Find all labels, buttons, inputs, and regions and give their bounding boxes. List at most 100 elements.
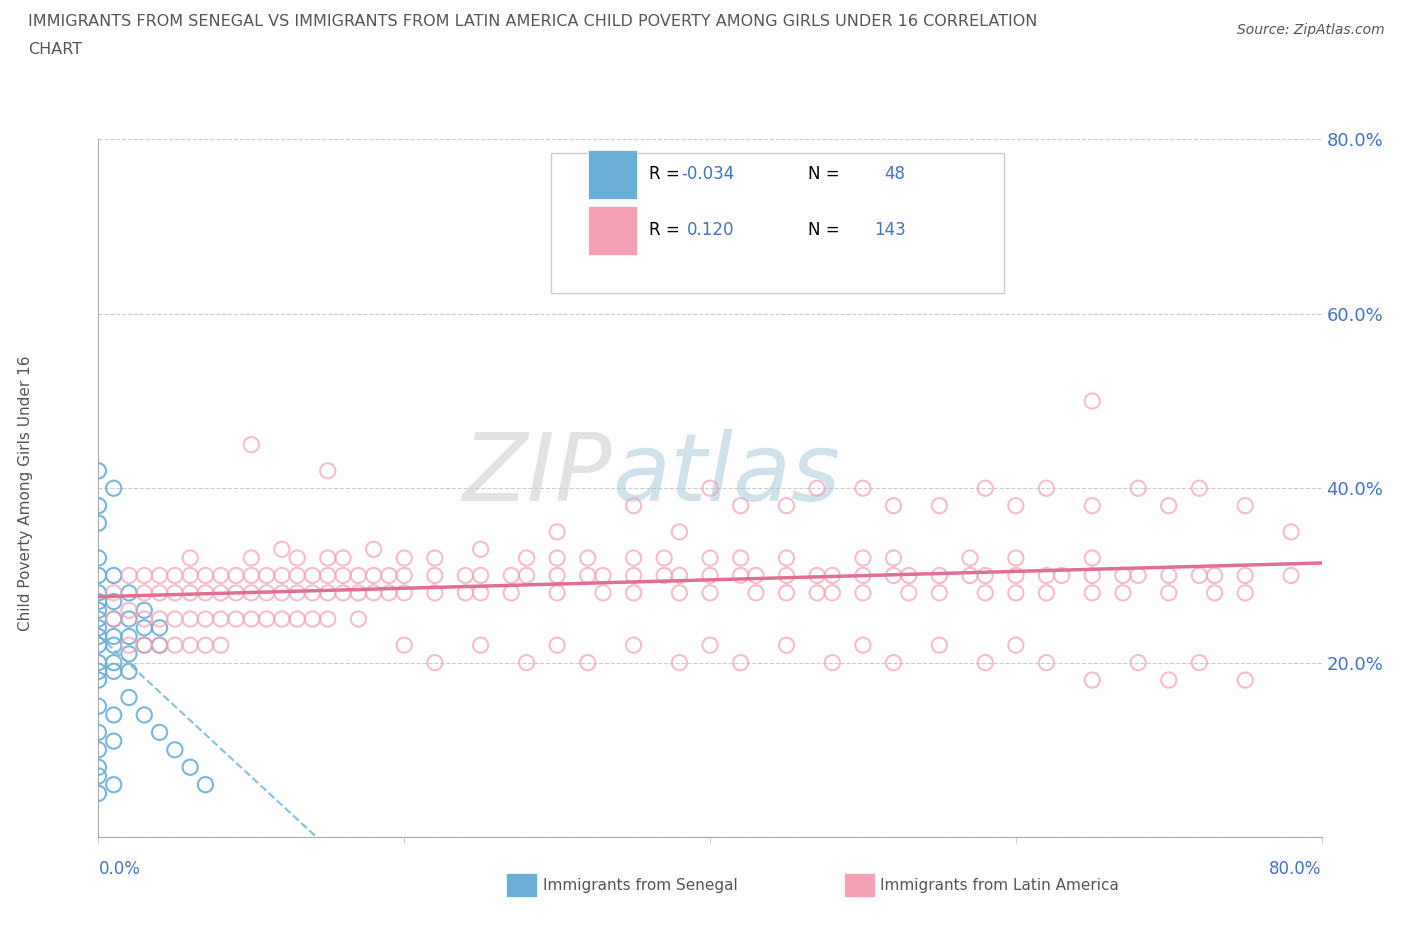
Point [87, 742, 110, 757]
Point [209, 612, 232, 627]
Point [775, 638, 797, 653]
Point [576, 551, 599, 565]
Point [392, 586, 416, 601]
Point [316, 568, 339, 583]
Point [1157, 568, 1180, 583]
Point [87, 551, 110, 565]
Point [668, 525, 690, 539]
Text: Immigrants from Senegal: Immigrants from Senegal [543, 878, 738, 893]
Text: ZIP: ZIP [463, 429, 612, 520]
Point [103, 612, 125, 627]
Point [332, 551, 354, 565]
Point [1035, 586, 1057, 601]
Point [87, 568, 110, 583]
Point [118, 612, 141, 627]
Point [134, 603, 156, 618]
Point [118, 638, 141, 653]
Point [1112, 586, 1135, 601]
Point [1050, 568, 1073, 583]
Point [423, 655, 446, 670]
Point [332, 568, 354, 583]
Point [270, 542, 292, 557]
Point [423, 568, 446, 583]
Point [1279, 525, 1302, 539]
Point [806, 586, 828, 601]
Point [256, 612, 278, 627]
Point [1004, 551, 1026, 565]
Point [883, 498, 905, 513]
Point [163, 638, 186, 653]
Point [806, 568, 828, 583]
Text: N =: N = [808, 166, 839, 183]
Text: 80.0%: 80.0% [1270, 860, 1322, 878]
Point [103, 664, 125, 679]
Point [668, 655, 690, 670]
Point [378, 568, 401, 583]
Point [87, 586, 110, 601]
Point [87, 664, 110, 679]
Point [134, 638, 156, 653]
Point [87, 655, 110, 670]
Text: R =: R = [648, 166, 679, 183]
Point [256, 586, 278, 601]
Point [1234, 586, 1257, 601]
Point [821, 586, 844, 601]
Point [332, 586, 354, 601]
Point [501, 568, 523, 583]
Point [194, 568, 217, 583]
Point [149, 586, 172, 601]
Point [225, 586, 247, 601]
Point [730, 655, 752, 670]
Point [423, 586, 446, 601]
Point [347, 586, 370, 601]
Point [592, 568, 614, 583]
Point [1234, 672, 1257, 687]
Point [87, 620, 110, 635]
Point [179, 638, 201, 653]
Point [134, 586, 156, 601]
Point [225, 568, 247, 583]
Point [470, 568, 492, 583]
Point [1081, 568, 1104, 583]
Text: Immigrants from Latin America: Immigrants from Latin America [880, 878, 1119, 893]
Point [1081, 551, 1104, 565]
Point [392, 568, 416, 583]
Point [103, 777, 125, 792]
Point [378, 586, 401, 601]
Point [118, 664, 141, 679]
Point [546, 568, 568, 583]
Point [1188, 481, 1211, 496]
Point [87, 498, 110, 513]
Point [699, 568, 721, 583]
Point [806, 481, 828, 496]
Point [163, 586, 186, 601]
Point [103, 612, 125, 627]
Point [592, 586, 614, 601]
Point [546, 551, 568, 565]
Point [179, 568, 201, 583]
Point [118, 629, 141, 644]
Point [87, 786, 110, 801]
Point [576, 655, 599, 670]
Point [730, 498, 752, 513]
Point [852, 586, 875, 601]
Point [623, 551, 645, 565]
Point [87, 612, 110, 627]
Point [103, 638, 125, 653]
Point [87, 463, 110, 478]
Point [87, 515, 110, 530]
Point [209, 586, 232, 601]
Point [928, 586, 950, 601]
Point [897, 586, 920, 601]
Point [392, 551, 416, 565]
Point [821, 568, 844, 583]
Text: Source: ZipAtlas.com: Source: ZipAtlas.com [1237, 23, 1385, 37]
Point [179, 551, 201, 565]
Point [623, 568, 645, 583]
Point [87, 603, 110, 618]
Point [301, 612, 323, 627]
Point [699, 481, 721, 496]
Point [546, 525, 568, 539]
Point [179, 760, 201, 775]
Point [470, 542, 492, 557]
